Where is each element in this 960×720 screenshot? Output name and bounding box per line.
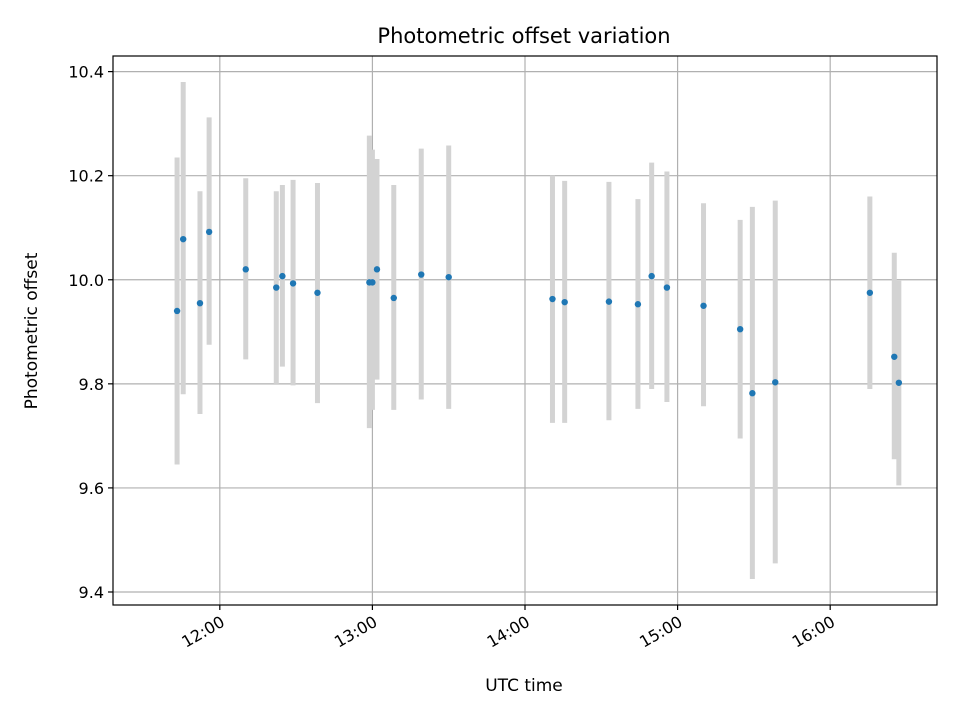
data-point: [173, 307, 181, 315]
data-point: [279, 272, 286, 280]
data-point: [772, 379, 779, 386]
data-point: [369, 279, 376, 286]
data-point: [445, 273, 452, 281]
data-point: [196, 299, 204, 307]
data-point: [749, 390, 756, 397]
x-tick-label: 12:00: [178, 612, 227, 652]
data-point: [289, 280, 297, 287]
y-tick-label: 9.6: [79, 479, 104, 498]
x-tick-label: 13:00: [331, 612, 380, 652]
data-point: [891, 353, 898, 360]
x-tick-label: 16:00: [789, 612, 838, 652]
chart-title: Photometric offset variation: [377, 24, 670, 48]
data-point: [561, 298, 568, 306]
data-point: [605, 298, 613, 305]
data-point: [895, 379, 903, 386]
data-point: [390, 294, 397, 302]
data-point: [418, 271, 425, 278]
data-point: [549, 295, 556, 303]
data-point: [179, 235, 187, 243]
x-tick-label: 15:00: [636, 612, 685, 652]
data-point: [205, 228, 213, 236]
data-point: [373, 266, 381, 273]
y-tick-label: 10.2: [68, 167, 104, 186]
y-tick-label: 10.0: [68, 271, 104, 290]
grid: [113, 56, 937, 605]
data-points: [173, 228, 903, 397]
data-point: [736, 325, 744, 333]
data-point: [273, 284, 280, 291]
data-point: [634, 301, 642, 308]
x-axis-label: UTC time: [485, 676, 563, 696]
data-point: [700, 302, 707, 309]
data-point: [648, 272, 655, 280]
error-bars: [174, 82, 902, 579]
data-point: [866, 289, 874, 296]
y-tick-label: 9.4: [79, 583, 104, 602]
y-tick-label: 9.8: [79, 375, 104, 394]
x-tick-label: 14:00: [484, 612, 533, 652]
data-point: [663, 284, 671, 291]
data-point: [242, 266, 249, 273]
y-axis-label: Photometric offset: [22, 252, 42, 409]
y-tick-label: 10.4: [68, 63, 104, 82]
data-point: [314, 289, 321, 296]
